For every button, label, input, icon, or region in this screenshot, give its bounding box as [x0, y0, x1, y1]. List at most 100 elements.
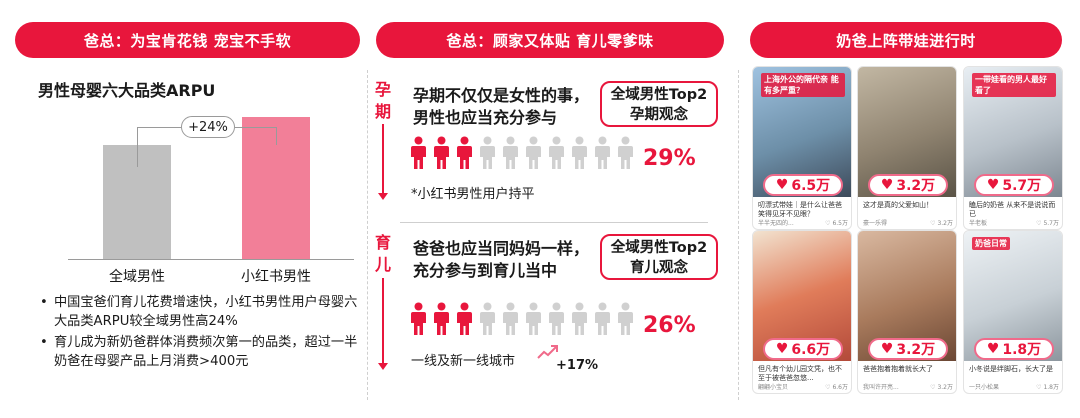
side-arrow-parenting [378, 278, 388, 370]
pregnancy-statement-line1: 孕期不仅仅是女性的事， [413, 86, 590, 105]
thumbnail-overlay-text: 上海外公的隔代亲 能有多严重？ [761, 73, 845, 97]
post-author[interactable]: 半老板 [969, 220, 988, 227]
parenting-person-icon-empty [548, 302, 565, 336]
parenting-person-icon-filled [410, 302, 427, 336]
heart-icon: ♥ [880, 177, 894, 193]
parenting-note: 一线及新一线城市 [411, 354, 516, 369]
post-caption: 这才是真的父爱如山！ [863, 201, 933, 209]
post-author[interactable]: 翩翩小宝贝 [758, 384, 789, 391]
post-like-count[interactable]: ♡ 5.7万 [1036, 220, 1059, 227]
side-label-parenting: 育儿 [374, 233, 391, 274]
x-axis-line [68, 259, 354, 260]
post-author[interactable]: 半半无四的... [758, 220, 794, 227]
post-caption: 叨漂式带娃｜是什么让爸爸笑得见牙不见眼？ [758, 201, 842, 218]
post-card[interactable]: 一带娃看的男人最好看了 ♥ 5.7万 瞌后的奶爸 从来不是说说而已 半老板 ♡ 5.7万 [963, 66, 1063, 230]
likes-badge: ♥ 5.7万 [974, 174, 1054, 196]
pregnancy-person-icon-empty [617, 136, 634, 170]
pregnancy-person-icon-empty [525, 136, 542, 170]
delta-bracket-left [137, 127, 181, 167]
likes-badge: ♥ 6.5万 [763, 174, 843, 196]
post-meta: 半老板 ♡ 5.7万 [969, 218, 1059, 227]
arpu-bullet-1: 中国宝爸们育儿花费增速快，小红书男性用户母婴六大品类ARPU较全域男性高24% [38, 293, 368, 331]
header-pill-middle: 爸总：顾家又体贴 育儿零爹味 [376, 22, 724, 58]
delta-label: +24% [181, 116, 235, 138]
parenting-tag-line1: 全域男性Top2 [610, 240, 708, 256]
likes-count: 6.5万 [791, 178, 831, 194]
header-left-text: 爸总：为宝肯花钱 宠宝不手软 [83, 31, 292, 50]
post-like-count[interactable]: ♡ 6.5万 [825, 220, 848, 227]
post-caption: 小冬说是绊脚石，长大了是 [969, 365, 1053, 373]
post-card[interactable]: 奶爸日常 ♥ 1.8万小冬说是绊脚石，长大了是 一只小松果 ♡ 1.8万 [963, 230, 1063, 394]
parenting-person-icon-empty [502, 302, 519, 336]
post-meta: 一只小松果 ♡ 1.8万 [969, 382, 1059, 391]
trend-up-icon [537, 345, 558, 359]
post-meta: 翩翩小宝贝 ♡ 6.6万 [758, 382, 848, 391]
delta-bracket-right [235, 127, 277, 145]
section-divider [400, 222, 708, 223]
parenting-statement-line1: 爸爸也应当同妈妈一样， [413, 239, 590, 258]
post-card[interactable]: 上海外公的隔代亲 能有多严重？ ♥ 6.5万叨漂式带娃｜是什么让爸爸笑得见牙不见眼？… [752, 66, 852, 230]
parenting-person-icon-filled [433, 302, 450, 336]
pregnancy-note: *小红书男性用户持平 [411, 187, 535, 202]
pregnancy-people-icons [410, 136, 634, 170]
category-label-xiaohongshu-male: 小红书男性 [241, 269, 311, 285]
pregnancy-statement-line2: 男性也应当充分参与 [413, 108, 558, 127]
likes-badge: ♥ 6.6万 [763, 338, 843, 360]
parenting-tag-line2: 育儿观念 [630, 260, 688, 276]
post-like-count[interactable]: ♡ 1.8万 [1036, 384, 1059, 391]
parenting-people-icons [410, 302, 634, 336]
pregnancy-person-icon-empty [594, 136, 611, 170]
likes-count: 3.2万 [896, 342, 936, 358]
post-card[interactable]: ♥ 3.2万爸爸抱着抱着就长大了 我叫许开亮... ♡ 3.2万 [857, 230, 957, 394]
post-like-count[interactable]: ♡ 3.2万 [930, 220, 953, 227]
heart-icon: ♥ [775, 341, 789, 357]
likes-badge: ♥ 3.2万 [868, 174, 948, 196]
post-caption: 爸爸抱着抱着就长大了 [863, 365, 933, 373]
pregnancy-person-icon-filled [456, 136, 473, 170]
likes-badge: ♥ 3.2万 [868, 338, 948, 360]
heart-icon: ♥ [880, 341, 894, 357]
panel-divider-2 [738, 70, 739, 400]
post-author[interactable]: 一只小松果 [969, 384, 1000, 391]
arpu-chart-title: 男性母婴六大品类ARPU [38, 81, 216, 100]
thumbnail-overlay-text: 一带娃看的男人最好看了 [972, 73, 1056, 97]
post-caption: 但凡有个幼儿园文凭，也不至于被爸爸忽悠... [758, 365, 842, 382]
post-meta: 半半无四的... ♡ 6.5万 [758, 218, 848, 227]
heart-icon: ♥ [775, 177, 789, 193]
category-label-all-domain-male: 全域男性 [109, 269, 165, 285]
likes-badge: ♥ 1.8万 [974, 338, 1054, 360]
side-arrow-pregnancy [378, 124, 388, 200]
header-pill-right: 奶爸上阵带娃进行时 [750, 22, 1062, 58]
parenting-statement-line2: 充分参与到育儿当中 [413, 261, 558, 280]
panel-divider-1 [367, 70, 368, 400]
parenting-percent: 26% [643, 313, 696, 338]
pregnancy-person-icon-filled [433, 136, 450, 170]
post-meta: 豪一乐得 ♡ 3.2万 [863, 218, 953, 227]
post-card[interactable]: ♥ 3.2万这才是真的父爱如山！ 豪一乐得 ♡ 3.2万 [857, 66, 957, 230]
likes-count: 1.8万 [1002, 342, 1042, 358]
header-middle-text: 爸总：顾家又体贴 育儿零爹味 [446, 31, 654, 50]
pregnancy-tag: 全域男性Top2 孕期观念 [600, 81, 718, 127]
parenting-person-icon-filled [456, 302, 473, 336]
side-label-pregnancy: 孕期 [374, 80, 391, 121]
pregnancy-percent: 29% [643, 146, 696, 171]
pregnancy-person-icon-filled [410, 136, 427, 170]
post-like-count[interactable]: ♡ 3.2万 [930, 384, 953, 391]
parenting-person-icon-empty [617, 302, 634, 336]
pregnancy-person-icon-empty [571, 136, 588, 170]
thumbnail-overlay-text: 奶爸日常 [972, 237, 1010, 250]
post-author[interactable]: 豪一乐得 [863, 220, 888, 227]
heart-icon: ♥ [986, 177, 1000, 193]
heart-icon: ♥ [986, 341, 1000, 357]
header-right-text: 奶爸上阵带娃进行时 [836, 31, 976, 50]
parenting-person-icon-empty [479, 302, 496, 336]
post-like-count[interactable]: ♡ 6.6万 [825, 384, 848, 391]
arpu-bullet-2: 育儿成为新奶爸群体消费频次第一的品类，超过一半奶爸在母婴产品上月消费>400元 [38, 333, 368, 371]
header-pill-left: 爸总：为宝肯花钱 宠宝不手软 [15, 22, 360, 58]
parenting-person-icon-empty [571, 302, 588, 336]
likes-count: 5.7万 [1002, 178, 1042, 194]
post-card[interactable]: ♥ 6.6万但凡有个幼儿园文凭，也不至于被爸爸忽悠... 翩翩小宝贝 ♡ 6.6万 [752, 230, 852, 394]
parenting-tag: 全域男性Top2 育儿观念 [600, 234, 718, 280]
post-author[interactable]: 我叫许开亮... [863, 384, 899, 391]
post-meta: 我叫许开亮... ♡ 3.2万 [863, 382, 953, 391]
